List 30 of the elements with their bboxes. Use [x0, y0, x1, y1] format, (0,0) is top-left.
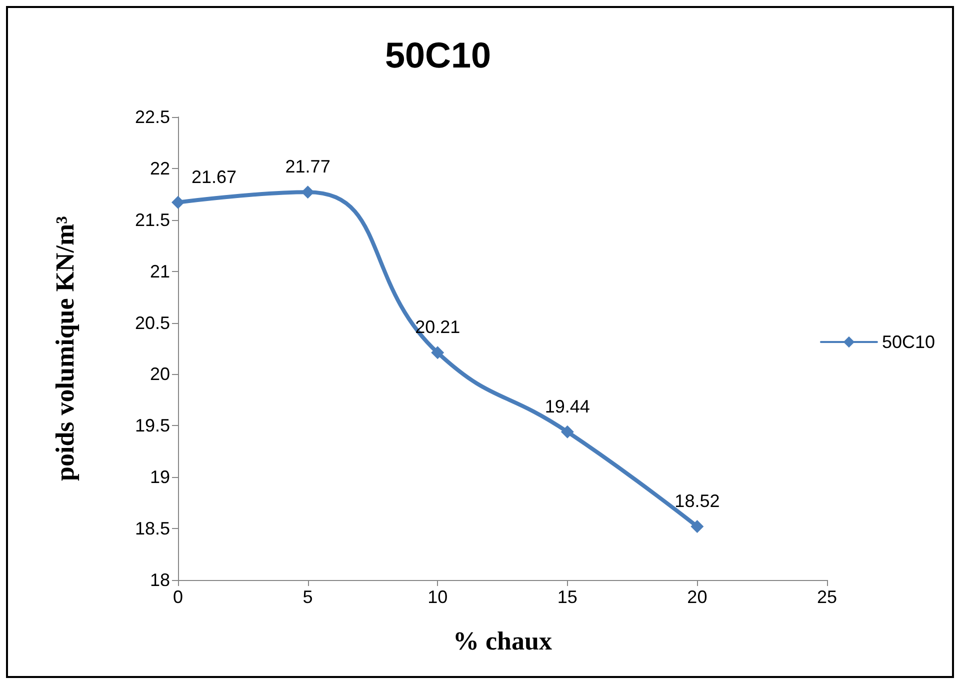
point	[690, 520, 704, 533]
chart-title: 50C10	[384, 34, 492, 76]
data-label: 21.77	[285, 156, 330, 177]
x-tick-label: 20	[687, 587, 708, 607]
y-tick-label: 21	[150, 261, 170, 282]
y-tick-label: 18.5	[134, 518, 170, 539]
y-tick-label: 19.5	[134, 416, 170, 436]
y-tick-label: 22	[150, 158, 170, 178]
point	[431, 346, 444, 360]
x-tick-label: 5	[302, 587, 313, 607]
point	[172, 196, 184, 209]
x-axis-title: % chaux	[453, 626, 552, 656]
point	[560, 425, 574, 438]
data-label: 19.44	[544, 396, 590, 416]
data-label: 20.21	[415, 317, 460, 338]
y-axis-title: poids volumique KN/m³	[50, 216, 80, 481]
point	[301, 186, 314, 199]
y-tick-label: 20.5	[134, 312, 170, 333]
y-tick-label: 22.5	[134, 107, 170, 127]
data-label: 18.52	[674, 491, 720, 511]
y-tick-label: 18	[150, 570, 170, 590]
y-tick-label: 19	[150, 467, 170, 488]
legend-label: 50C10	[882, 332, 936, 352]
x-tick-label: 25	[816, 587, 838, 607]
y-tick-label: 20	[150, 364, 170, 384]
x-tick-label: 15	[557, 587, 578, 607]
x-tick-label: 0	[172, 587, 184, 607]
y-tick-label: 21.5	[134, 210, 170, 230]
x-tick-label: 10	[428, 587, 448, 607]
data-label: 21.67	[191, 166, 237, 187]
